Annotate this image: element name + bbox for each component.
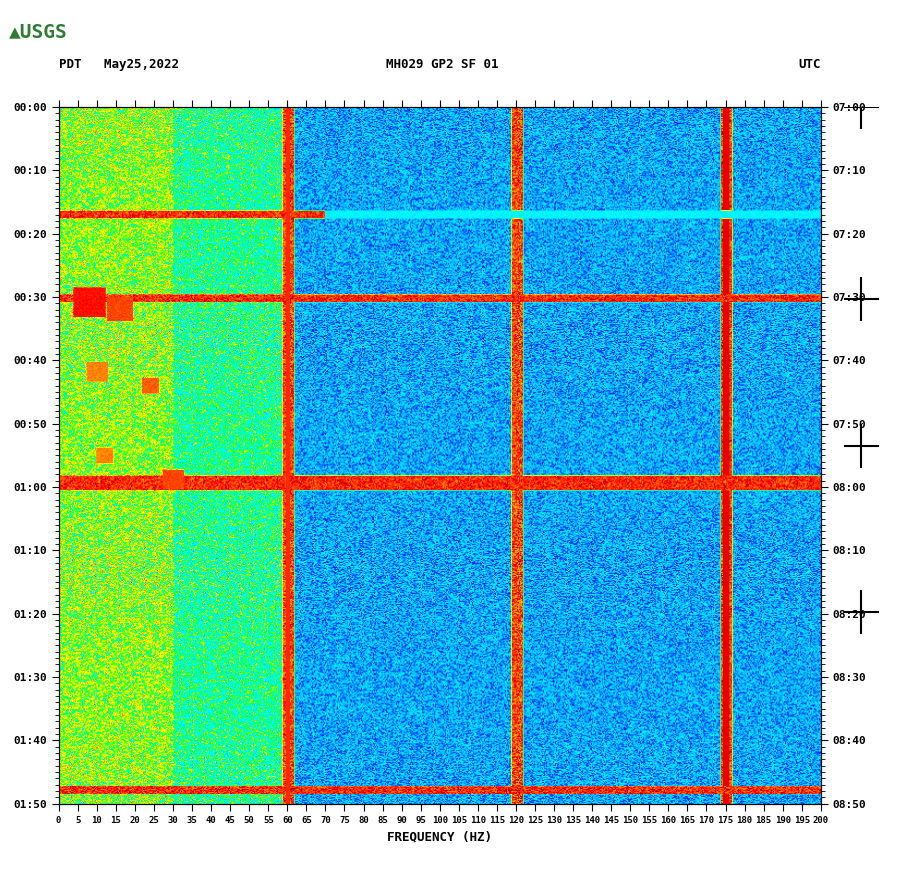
X-axis label: FREQUENCY (HZ): FREQUENCY (HZ) [387,830,492,843]
Text: MH029 GP2 SF 01: MH029 GP2 SF 01 [386,58,498,71]
Text: PDT   May25,2022: PDT May25,2022 [59,58,179,71]
Text: ▲USGS: ▲USGS [9,22,68,41]
Text: UTC: UTC [798,58,821,71]
